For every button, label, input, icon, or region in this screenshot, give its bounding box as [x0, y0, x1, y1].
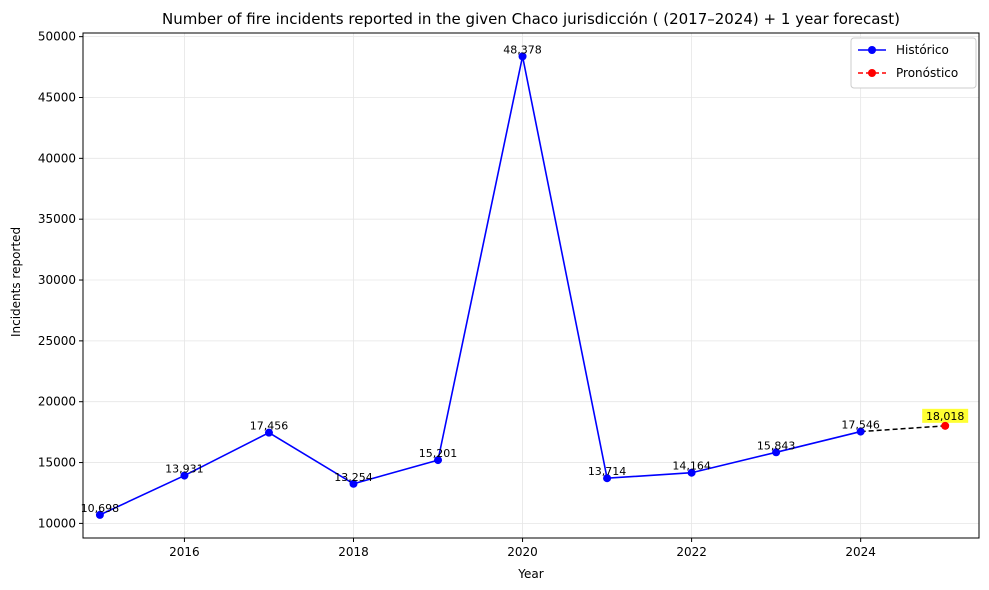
- y-tick-label: 40000: [38, 151, 76, 165]
- chart-title: Number of fire incidents reported in the…: [162, 10, 900, 28]
- forecast-connector: [860, 425, 946, 433]
- data-point-historico: [434, 456, 443, 465]
- y-tick-label: 10000: [38, 516, 76, 530]
- data-label-historico: 10,698: [81, 502, 120, 515]
- x-tick-label: 2024: [845, 545, 876, 559]
- data-label-historico: 13,254: [334, 471, 373, 484]
- data-point-historico: [518, 52, 527, 61]
- data-point-historico: [687, 468, 696, 477]
- y-tick-label: 15000: [38, 456, 76, 470]
- data-point-historico: [95, 510, 104, 519]
- data-point-historico: [772, 448, 781, 457]
- legend-marker-pronostico: [868, 69, 876, 77]
- y-tick-label: 35000: [38, 212, 76, 226]
- data-label-historico: 17,546: [841, 419, 880, 432]
- data-label-historico: 48,378: [503, 43, 542, 56]
- x-tick-label: 2016: [169, 545, 200, 559]
- data-label-historico: 14,164: [672, 460, 711, 473]
- data-label-pronostico: 18,018: [926, 410, 965, 423]
- x-axis: 2016 2018 2020 2022 2024: [169, 538, 876, 559]
- y-tick-label: 25000: [38, 334, 76, 348]
- data-label-historico: 15,201: [419, 447, 458, 460]
- forecast-label-highlight: [922, 408, 969, 423]
- y-tick-label: 30000: [38, 273, 76, 287]
- series-line-historico: [99, 56, 861, 516]
- data-point-historico: [264, 428, 273, 437]
- legend-marker-historico: [868, 46, 876, 54]
- grid: [83, 33, 979, 538]
- legend-label-historico: Histórico: [896, 43, 949, 57]
- y-tick-label: 45000: [38, 90, 76, 104]
- y-axis: 10000 15000 20000 25000 30000 35000 40000 45000…: [38, 30, 83, 530]
- data-point-historico: [603, 474, 612, 483]
- x-tick-label: 2020: [507, 545, 538, 559]
- data-point-historico: [180, 471, 189, 480]
- plot-area: 10,698 13,931 17,456 13,254 15,201 48,378 13,7…: [81, 43, 969, 519]
- data-point-pronostico: [941, 421, 950, 430]
- x-tick-label: 2022: [676, 545, 707, 559]
- y-tick-label: 20000: [38, 395, 76, 409]
- data-point-historico: [349, 479, 358, 488]
- x-tick-label: 2018: [338, 545, 369, 559]
- y-tick-label: 50000: [38, 30, 76, 44]
- legend: Histórico Pronóstico: [850, 37, 977, 89]
- y-axis-label: Incidents reported: [9, 227, 23, 337]
- data-label-historico: 17,456: [250, 420, 289, 433]
- plot-frame: [82, 32, 980, 539]
- data-label-historico: 13,931: [165, 463, 204, 476]
- legend-label-pronostico: Pronóstico: [896, 66, 958, 80]
- data-label-historico: 13,714: [588, 465, 627, 478]
- x-axis-label: Year: [517, 567, 543, 581]
- data-point-historico: [856, 427, 865, 436]
- data-label-historico: 15,843: [757, 439, 796, 452]
